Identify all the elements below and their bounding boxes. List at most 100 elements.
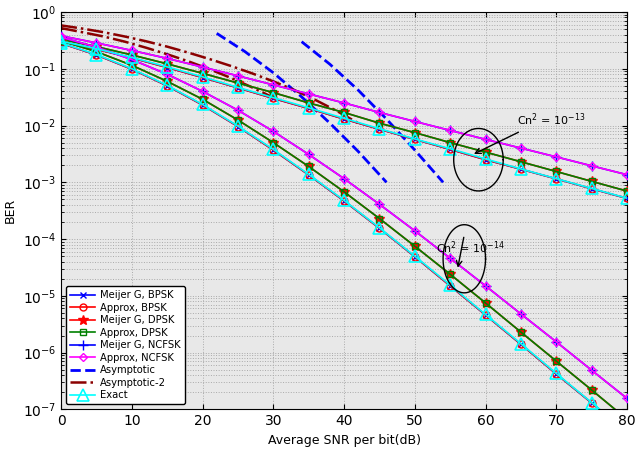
Line: Approx, DPSK: Approx, DPSK [58, 36, 630, 194]
Meijer G, BPSK [57, 39, 65, 44]
Asymptotic-2 [142, 45, 150, 51]
Asymptotic-2 [121, 39, 129, 44]
Approx, BPSK [269, 96, 277, 101]
Asymptotic-2 [184, 59, 192, 64]
Approx, NCFSK [588, 163, 595, 169]
Meijer G, BPSK [305, 106, 312, 111]
Approx, NCFSK [128, 48, 136, 53]
Meijer G, NCFSK [340, 100, 348, 106]
Approx, BPSK [482, 157, 490, 162]
Exact [411, 136, 419, 142]
Approx, DPSK [305, 100, 312, 106]
Approx, NCFSK [305, 91, 312, 97]
Exact [446, 146, 454, 152]
Meijer G, BPSK [623, 196, 631, 201]
Approx, DPSK [376, 120, 383, 126]
Approx, NCFSK [163, 56, 171, 61]
Asymptotic [213, 31, 221, 36]
Meijer G, DPSK [376, 120, 383, 126]
Approx, NCFSK [552, 154, 560, 160]
Exact [623, 195, 631, 201]
Meijer G, NCFSK [376, 110, 383, 115]
Approx, DPSK [163, 61, 171, 67]
Exact [376, 126, 383, 131]
Exact [552, 176, 560, 181]
Meijer G, BPSK [163, 65, 171, 70]
Meijer G, BPSK [517, 166, 525, 172]
Approx, NCFSK [376, 110, 383, 115]
Exact [305, 105, 312, 110]
Meijer G, BPSK [482, 157, 490, 162]
Y-axis label: BER: BER [4, 198, 17, 223]
Asymptotic [326, 120, 333, 126]
Meijer G, NCFSK [446, 128, 454, 133]
Asymptotic-2 [206, 67, 214, 72]
Approx, DPSK [588, 179, 595, 184]
Text: Cn$^2$ = 10$^{-13}$: Cn$^2$ = 10$^{-13}$ [517, 111, 586, 128]
Asymptotic [298, 94, 305, 100]
Approx, BPSK [552, 176, 560, 182]
Approx, DPSK [623, 189, 631, 194]
Meijer G, BPSK [552, 176, 560, 182]
Exact [199, 74, 207, 79]
Exact [163, 64, 171, 69]
Meijer G, DPSK [93, 44, 100, 49]
Approx, BPSK [340, 116, 348, 122]
Approx, DPSK [128, 52, 136, 58]
Meijer G, BPSK [269, 96, 277, 101]
Meijer G, NCFSK [269, 82, 277, 87]
Meijer G, DPSK [57, 37, 65, 42]
Line: Asymptotic: Asymptotic [217, 33, 387, 182]
Meijer G, DPSK [411, 130, 419, 135]
Approx, NCFSK [517, 145, 525, 151]
Approx, DPSK [199, 71, 207, 76]
Meijer G, NCFSK [588, 163, 595, 169]
Exact [340, 115, 348, 121]
Meijer G, NCFSK [199, 64, 207, 70]
Approx, DPSK [411, 130, 419, 135]
Line: Meijer G, BPSK: Meijer G, BPSK [58, 38, 630, 202]
Meijer G, BPSK [93, 46, 100, 52]
Asymptotic-2 [100, 34, 108, 39]
Approx, BPSK [411, 137, 419, 142]
Meijer G, BPSK [340, 116, 348, 122]
Asymptotic-2 [163, 51, 171, 57]
Approx, NCFSK [340, 100, 348, 106]
Meijer G, DPSK [269, 90, 277, 95]
Approx, NCFSK [199, 64, 207, 70]
Exact [482, 156, 490, 161]
Approx, BPSK [517, 166, 525, 172]
Meijer G, DPSK [163, 61, 171, 67]
Approx, DPSK [446, 140, 454, 145]
Approx, NCFSK [411, 119, 419, 124]
Meijer G, DPSK [305, 100, 312, 106]
Line: Approx, BPSK: Approx, BPSK [58, 38, 630, 202]
Line: Meijer G, DPSK: Meijer G, DPSK [56, 34, 632, 196]
Meijer G, NCFSK [163, 56, 171, 61]
Meijer G, BPSK [234, 85, 242, 91]
Approx, BPSK [305, 106, 312, 111]
Asymptotic [241, 49, 249, 55]
Asymptotic [269, 70, 277, 75]
Exact [128, 55, 136, 60]
Approx, BPSK [93, 46, 100, 52]
Meijer G, DPSK [588, 179, 595, 184]
Exact [588, 186, 595, 191]
Legend: Meijer G, BPSK, Approx, BPSK, Meijer G, DPSK, Approx, DPSK, Meijer G, NCFSK, App: Meijer G, BPSK, Approx, BPSK, Meijer G, … [66, 286, 185, 405]
Text: Cn$^2$ = 10$^{-14}$: Cn$^2$ = 10$^{-14}$ [436, 239, 505, 256]
Meijer G, BPSK [588, 186, 595, 192]
Exact [93, 46, 100, 51]
Approx, NCFSK [57, 33, 65, 38]
Approx, BPSK [376, 127, 383, 132]
Meijer G, NCFSK [234, 73, 242, 78]
Approx, NCFSK [446, 128, 454, 133]
Meijer G, NCFSK [128, 48, 136, 53]
Asymptotic-2 [57, 25, 65, 31]
Exact [234, 85, 242, 90]
Approx, DPSK [93, 44, 100, 49]
Meijer G, BPSK [411, 137, 419, 142]
Exact [269, 95, 277, 100]
Approx, DPSK [340, 110, 348, 115]
Exact [57, 38, 65, 44]
Meijer G, BPSK [199, 75, 207, 80]
